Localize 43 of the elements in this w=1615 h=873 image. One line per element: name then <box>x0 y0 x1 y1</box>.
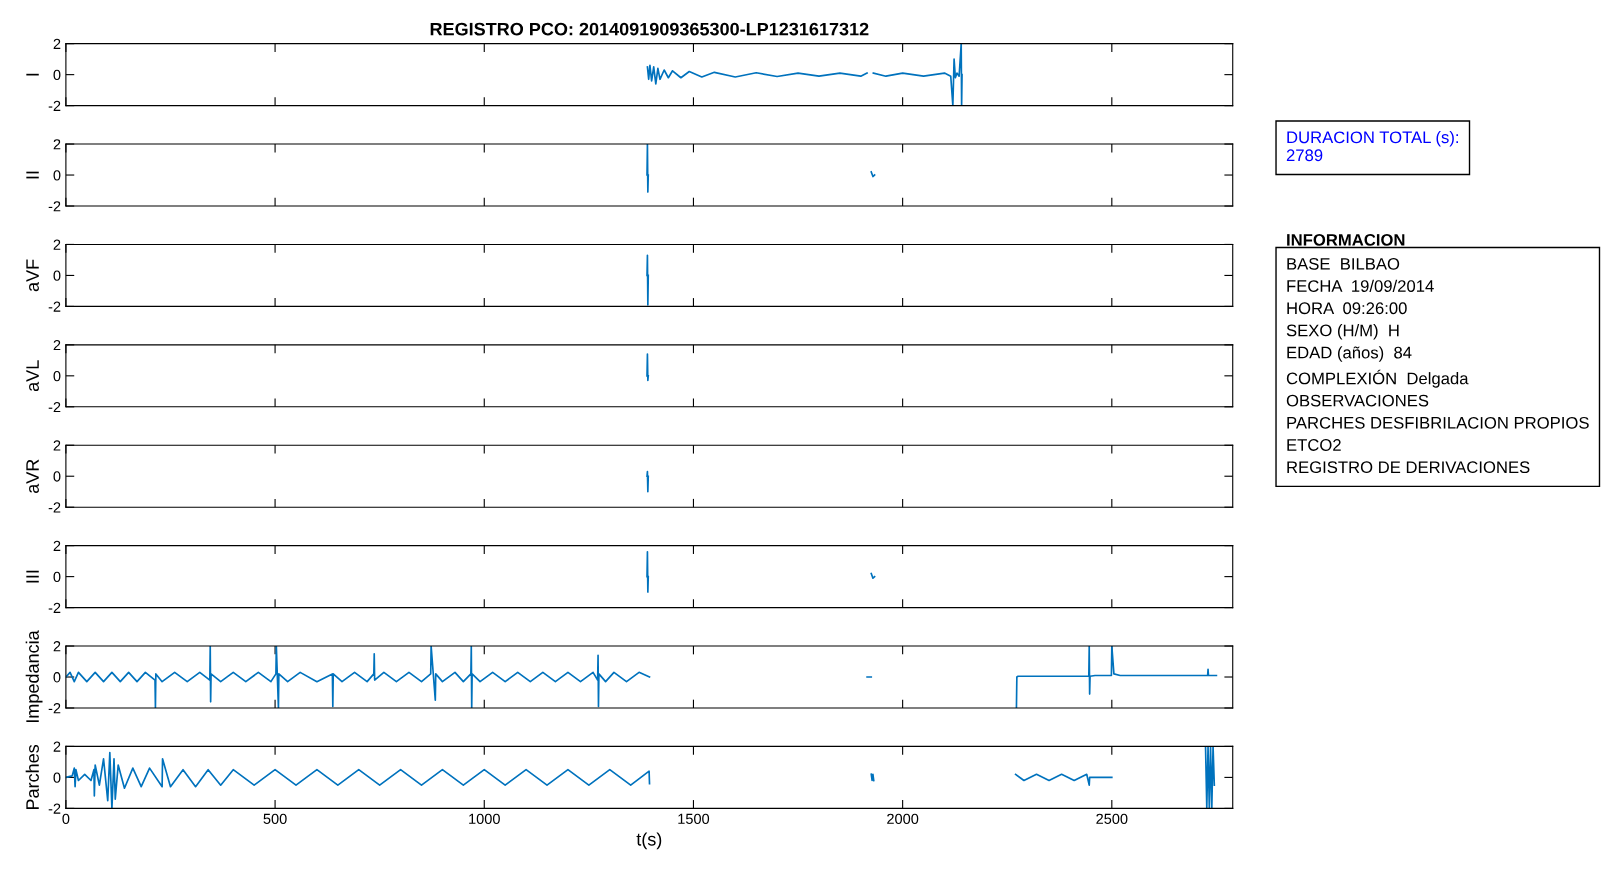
y-tick-label: 0 <box>53 471 61 482</box>
y-axis-title: III <box>26 570 39 583</box>
x-tick-label: 500 <box>263 813 287 824</box>
y-axis-title: aVR <box>26 459 39 494</box>
x-axis-title: t(s) <box>636 832 662 850</box>
text: INFORMACION <box>1287 233 1405 246</box>
x-tick-label: 1000 <box>469 813 500 824</box>
y-tick-label: 2 <box>53 440 61 451</box>
y-axis-title: aVL <box>26 360 39 392</box>
y-tick-label: 0 <box>53 772 61 783</box>
y-tick-label: 2 <box>53 339 61 351</box>
y-axis-title: I <box>26 73 39 76</box>
y-tick-label: -2 <box>48 401 61 413</box>
y-tick-label: 2 <box>53 38 61 49</box>
y-tick-label: -2 <box>48 602 61 613</box>
text: BASE BILBAO FECHA 19/09/2014 HORA 09:26:00 SEXO (H/M) H EDAD (años) 84 COMPLEXIÓN Delgada OBSERVACIONES PARCHES DESFIBRILACION PROPIOS ETCO2 REGISTRO DE DERIVACIONES <box>1286 257 1589 474</box>
x-tick-label: 1500 <box>678 813 710 824</box>
y-axis-title: II <box>26 171 39 179</box>
x-tick-label: 2500 <box>1096 813 1128 824</box>
y-axis-title: Parches <box>25 744 39 810</box>
y-tick-label: 2 <box>53 239 61 250</box>
chart-title: REGISTRO PCO: 2014091909365300-LP1231617312 <box>430 22 869 36</box>
y-tick-label: -2 <box>48 201 61 212</box>
y-tick-label: -2 <box>48 502 61 513</box>
y-tick-label: 0 <box>53 170 61 181</box>
y-tick-label: 2 <box>53 741 61 752</box>
x-tick-label: 2000 <box>887 813 919 824</box>
y-tick-label: -2 <box>48 301 61 312</box>
text: DURACION TOTAL (s): 2789 <box>1286 130 1458 162</box>
y-tick-label: 0 <box>53 672 61 683</box>
x-tick-label: 0 <box>62 813 70 824</box>
y-tick-label: 2 <box>53 139 61 150</box>
y-tick-label: 2 <box>53 540 61 551</box>
y-axis-title: Impedancia <box>25 630 43 723</box>
y-tick-label: 0 <box>53 571 61 583</box>
y-tick-label: 0 <box>53 270 61 281</box>
y-tick-label: 0 <box>53 370 61 382</box>
y-tick-label: -2 <box>48 803 61 814</box>
y-tick-label: 2 <box>53 641 61 652</box>
y-tick-label: -2 <box>48 703 61 714</box>
y-tick-label: -2 <box>48 100 61 111</box>
y-axis-title: aVF <box>26 259 39 292</box>
y-tick-label: 0 <box>53 69 61 81</box>
